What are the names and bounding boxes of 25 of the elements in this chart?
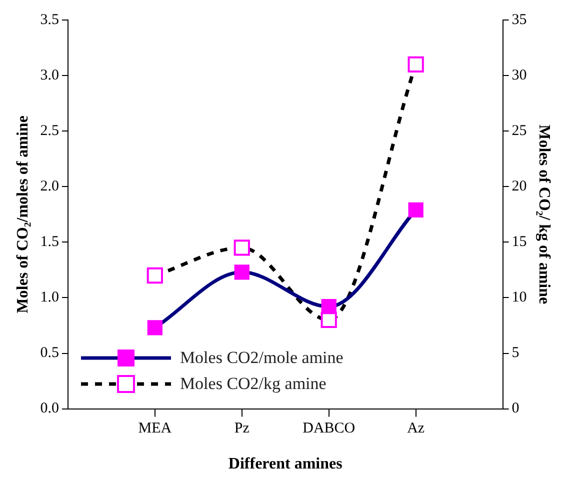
y-tick-label: 0.0: [40, 400, 59, 417]
y-tick-label: 1.5: [40, 234, 59, 250]
y-tick-label: 1.0: [40, 290, 59, 306]
y2-tick-label: 35: [512, 12, 527, 28]
y2-tick-label: 30: [512, 67, 527, 84]
x-tick-label: MEA: [138, 420, 172, 437]
x-tick-label: Pz: [234, 420, 250, 437]
y-tick-label: 3.5: [40, 12, 59, 28]
y-axis-title: Moles of CO₂/moles of amine: [14, 116, 32, 314]
y-tick-label: 3.0: [40, 67, 59, 84]
y-tick-label: 2.5: [40, 123, 59, 140]
series-label: Moles CO2/mole amine: [180, 348, 344, 368]
x-axis-title: Different amines: [228, 456, 342, 473]
y-tick-label: 2.0: [40, 178, 59, 195]
y2-tick-label: 25: [512, 123, 527, 140]
y2-axis-title: Moles of CO₂/ kg of amine: [535, 124, 552, 304]
y2-tick-label: 0: [512, 400, 520, 417]
x-tick-label: DABCO: [302, 420, 356, 437]
y2-tick-label: 20: [512, 178, 527, 195]
x-tick-label: Az: [407, 420, 425, 437]
y2-tick-label: 10: [512, 290, 527, 306]
y2-tick-label: 5: [512, 345, 520, 362]
y2-tick-label: 15: [512, 234, 527, 250]
y-tick-label: 0.5: [40, 345, 59, 362]
text: Moles CO2/kg amine: [180, 374, 326, 394]
